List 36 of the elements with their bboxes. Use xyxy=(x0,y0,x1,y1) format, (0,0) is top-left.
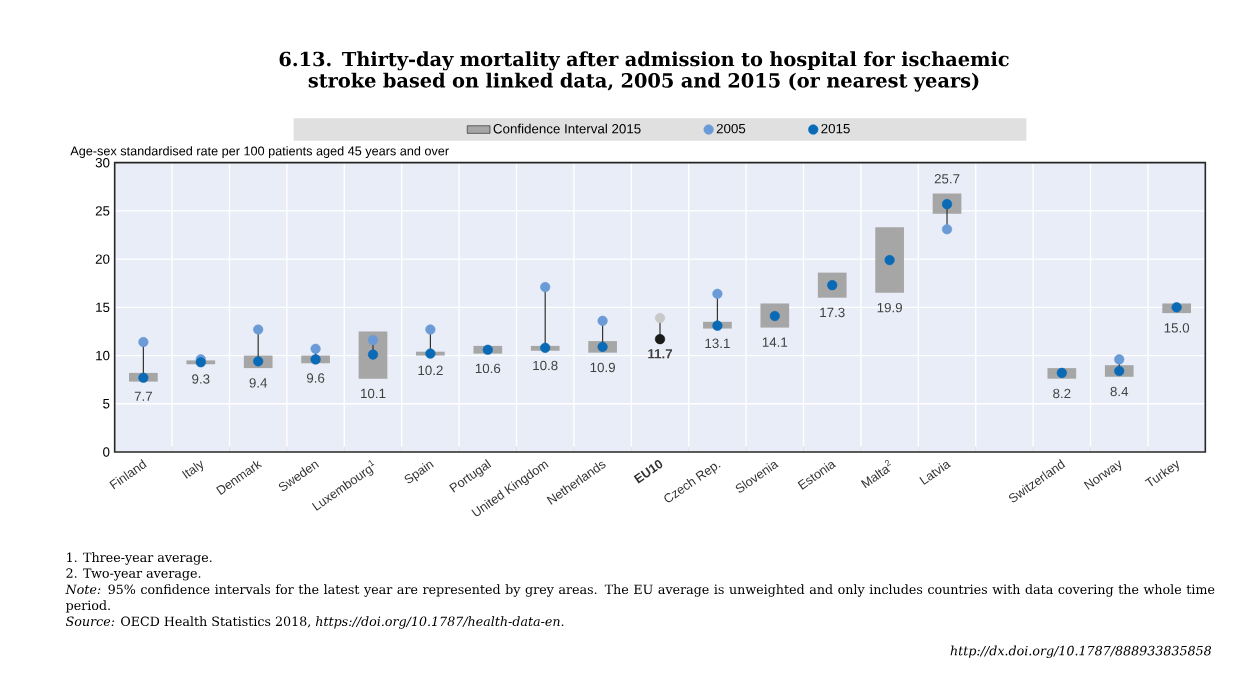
data-label: 10.8 xyxy=(533,360,558,371)
data-label: 14.1 xyxy=(762,337,788,347)
y-tick-label: 10 xyxy=(96,350,110,361)
data-label: 15.0 xyxy=(1164,323,1190,333)
text: Source: OECD Health Statistics 2018, https://doi.org/10.1787/health-data-en. xyxy=(65,616,564,629)
data-label: 17.3 xyxy=(820,307,845,318)
text: Note: 95% confidence intervals for the latest year are represented by grey areas. The EU average is unweighted and only includes countries with data covering the whole time period. xyxy=(65,584,1215,613)
legend-label: Confidence Interval 2015 xyxy=(493,123,641,134)
data-label: 19.9 xyxy=(877,302,902,313)
y-tick-label: 5 xyxy=(103,399,110,409)
data-label: 9.4 xyxy=(249,378,268,388)
data-label: 9.3 xyxy=(192,374,210,384)
data-label: 10.9 xyxy=(590,362,615,373)
legend-label: 2015 xyxy=(821,123,850,134)
data-label: 10.6 xyxy=(475,363,501,374)
y-tick-label: 15 xyxy=(96,302,110,312)
text: 1. Three-year average. xyxy=(67,552,212,565)
data-label: 25.7 xyxy=(934,174,960,184)
text: http://dx.doi.org/10.1787/888933835858 xyxy=(950,645,1212,659)
legend-label: 2005 xyxy=(716,123,746,134)
y-tick-label: 20 xyxy=(95,254,110,264)
y-tick-label: 25 xyxy=(95,206,110,216)
text: 2. Two-year average. xyxy=(66,568,201,581)
data-label: 13.1 xyxy=(705,338,730,349)
data-label: 10.2 xyxy=(418,365,443,376)
y-axis-title: Age-sex standardised rate per 100 patients aged 45 years and over xyxy=(70,146,449,158)
x-tick-label: Italy xyxy=(181,460,204,479)
data-label: 7.7 xyxy=(134,391,152,401)
data-label: 8.4 xyxy=(1110,386,1129,397)
chart-title: 6.13. Thirty-day mortality after admission to hospital for ischaemic stroke based on linked data, 2005 and 2015 (or nearest years) xyxy=(279,51,1009,92)
data-label: 11.7 xyxy=(648,349,673,359)
data-label: 10.1 xyxy=(361,388,386,399)
y-tick-label: 0 xyxy=(103,447,110,457)
y-tick-label: 30 xyxy=(95,157,110,168)
data-label: 9.6 xyxy=(306,373,325,383)
data-label: 8.2 xyxy=(1053,388,1071,399)
